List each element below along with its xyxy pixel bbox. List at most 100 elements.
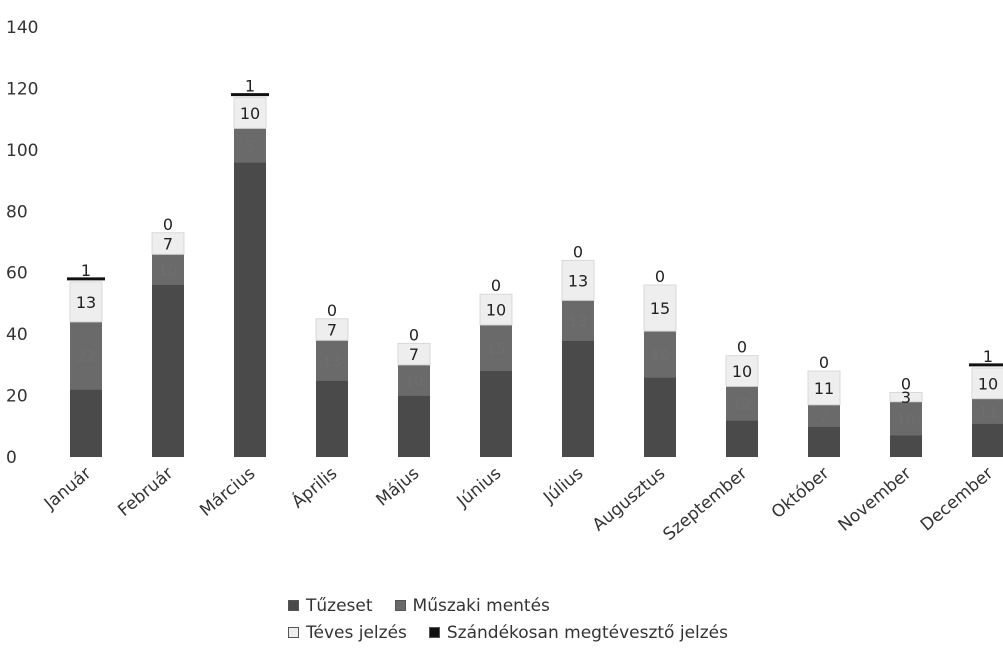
- y-tick-label: 120: [6, 79, 38, 99]
- x-tick-label: Április: [287, 462, 341, 513]
- bar-segment-tuzeset: [562, 340, 594, 457]
- data-label-teves-jelzes: 15: [650, 299, 670, 318]
- x-tick-label: Július: [539, 463, 587, 508]
- bar-segment-teves-jelzes: [397, 342, 431, 366]
- legend-label-tuzeset: Tűzeset: [306, 595, 373, 616]
- data-label-teves-jelzes: 10: [732, 362, 752, 381]
- data-label-muszaki-mentes: 10: [650, 346, 669, 364]
- bar-segment-teves-jelzes: [479, 293, 513, 326]
- data-label-teves-jelzes: 10: [240, 104, 260, 123]
- bar-segment-teves-jelzes: [561, 259, 595, 301]
- data-label-szandekosan-megteveszto-jelzes: 0: [163, 215, 173, 234]
- data-label-muszaki-mentes: 11: [978, 403, 997, 421]
- bar-segment-tuzeset: [398, 395, 430, 457]
- bar-segment-muszaki-mentes: [316, 340, 348, 381]
- bar-segment-teves-jelzes: [643, 284, 677, 332]
- legend-label-muszaki-mentes: Műszaki mentés: [412, 595, 550, 616]
- legend-swatch-szandekosan: [428, 627, 440, 638]
- x-tick-label: Január: [40, 464, 95, 515]
- y-tick-label: 0: [6, 448, 17, 468]
- data-label-teves-jelzes: 13: [568, 271, 588, 290]
- x-tick-label: Május: [372, 463, 423, 510]
- bar-segment-tuzeset: [726, 420, 758, 457]
- y-tick-label: 40: [6, 325, 28, 345]
- data-label-muszaki-mentes: 10: [404, 372, 423, 390]
- legend: Tűzeset Műszaki mentés Téves jelzés Szán…: [288, 592, 768, 646]
- bar-segment-teves-jelzes: [971, 367, 1003, 400]
- bar-segment-teves-jelzes: [233, 97, 267, 129]
- bar-segment-tuzeset: [316, 380, 348, 457]
- data-label-muszaki-mentes: 13: [322, 352, 341, 370]
- data-label-muszaki-mentes: 13: [568, 312, 587, 330]
- bar-segment-tuzeset: [70, 389, 102, 457]
- y-tick-label: 100: [6, 141, 38, 161]
- data-label-muszaki-mentes: 10: [158, 262, 177, 280]
- bar-segment-muszaki-mentes: [152, 254, 184, 285]
- bar-segment-tuzeset: [480, 371, 512, 457]
- bar-segment-muszaki-mentes: [972, 398, 1003, 424]
- data-label-muszaki-mentes: 5: [245, 137, 255, 155]
- data-label-teves-jelzes: 7: [409, 345, 419, 364]
- x-tick-label: Szeptember: [660, 464, 752, 545]
- data-label-szandekosan-megteveszto-jelzes: 1: [245, 77, 255, 96]
- data-label-teves-jelzes: 10: [978, 374, 998, 393]
- x-tick-label: Június: [453, 463, 506, 512]
- data-label-szandekosan-megteveszto-jelzes: 0: [737, 338, 747, 357]
- legend-row-2: Téves jelzés Szándékosan megtévesztő jel…: [288, 619, 768, 646]
- chart-canvas: 02040608010012014022131Január1070Február…: [6, 18, 1003, 545]
- data-label-teves-jelzes: 13: [76, 293, 96, 312]
- x-tick-label: Február: [114, 464, 177, 521]
- data-label-teves-jelzes: 10: [486, 301, 506, 320]
- x-tick-label: Október: [768, 464, 833, 523]
- x-tick-label: December: [917, 464, 997, 536]
- bar-segment-teves-jelzes: [725, 355, 759, 387]
- data-label-szandekosan-megteveszto-jelzes: 0: [901, 375, 911, 394]
- bar-segment-teves-jelzes: [315, 318, 349, 341]
- legend-item-tuzeset: Tűzeset: [288, 596, 373, 616]
- bar-segment-tuzeset: [972, 423, 1003, 457]
- bar-segment-tuzeset: [808, 426, 840, 457]
- bar-segment-teves-jelzes: [69, 281, 103, 323]
- y-tick-label: 80: [6, 202, 28, 222]
- bar-segment-teves-jelzes: [807, 370, 841, 406]
- x-tick-label: Augusztus: [589, 463, 669, 535]
- bar-segment-muszaki-mentes: [726, 386, 758, 421]
- legend-label-teves-jelzes: Téves jelzés: [306, 622, 407, 643]
- bar-segment-tuzeset: [890, 435, 922, 457]
- bar-segment-tuzeset: [644, 377, 676, 457]
- legend-item-teves-jelzes: Téves jelzés: [288, 623, 407, 643]
- bar-segment-muszaki-mentes: [890, 401, 922, 436]
- bar-segment-muszaki-mentes: [234, 128, 266, 163]
- data-label-muszaki-mentes: 10: [896, 411, 915, 429]
- bar-segment-tuzeset: [152, 285, 184, 457]
- data-label-szandekosan-megteveszto-jelzes: 0: [409, 325, 419, 344]
- data-label-szandekosan-megteveszto-jelzes: 0: [327, 301, 337, 320]
- bar-segment-teves-jelzes: [151, 232, 185, 255]
- data-label-szandekosan-megteveszto-jelzes: 1: [81, 261, 91, 280]
- data-label-muszaki-mentes: 7: [819, 408, 829, 426]
- x-tick-label: November: [835, 464, 916, 536]
- legend-item-muszaki-mentes: Műszaki mentés: [394, 595, 550, 616]
- data-label-szandekosan-megteveszto-jelzes: 0: [655, 267, 665, 286]
- data-label-muszaki-mentes: 15: [486, 340, 505, 358]
- data-label-muszaki-mentes: 22: [76, 348, 95, 366]
- data-label-teves-jelzes: 7: [327, 321, 337, 340]
- bar-segment-teves-jelzes: [889, 392, 923, 403]
- bar-segment-muszaki-mentes: [70, 321, 102, 390]
- bar-segment-tuzeset: [234, 162, 266, 457]
- data-label-szandekosan-megteveszto-jelzes: 0: [491, 276, 501, 295]
- data-label-teves-jelzes: 11: [814, 379, 834, 398]
- y-tick-label: 60: [6, 264, 28, 284]
- legend-swatch-muszaki-mentes: [394, 600, 406, 611]
- bar-segment-muszaki-mentes: [808, 404, 840, 427]
- data-label-muszaki-mentes: 12: [732, 395, 751, 413]
- bar-segment-muszaki-mentes: [644, 331, 676, 378]
- bar-segment-muszaki-mentes: [398, 364, 430, 396]
- legend-swatch-tuzeset: [288, 600, 299, 611]
- bar-segment-muszaki-mentes: [480, 324, 512, 371]
- data-label-szandekosan-megteveszto-jelzes: 1: [983, 347, 993, 366]
- bar-segment-muszaki-mentes: [562, 300, 594, 341]
- x-tick-label: Március: [196, 463, 259, 520]
- y-tick-label: 140: [6, 18, 38, 38]
